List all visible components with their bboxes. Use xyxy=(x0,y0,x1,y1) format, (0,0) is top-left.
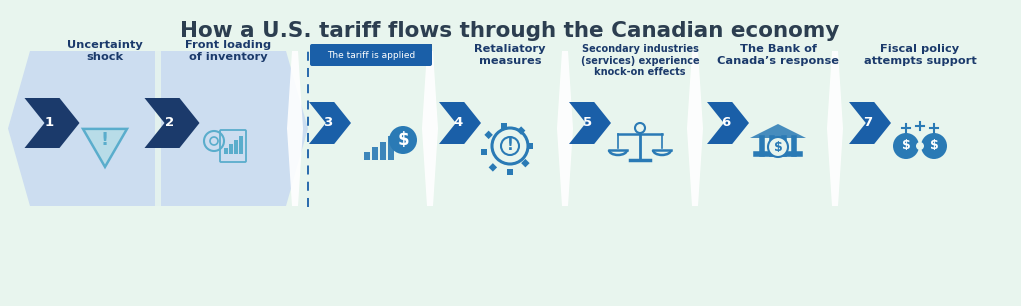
Text: Fiscal policy
attempts support: Fiscal policy attempts support xyxy=(864,44,976,65)
Bar xyxy=(224,148,228,154)
Polygon shape xyxy=(707,102,749,144)
Bar xyxy=(364,152,370,160)
Bar xyxy=(517,126,526,135)
Text: $: $ xyxy=(902,140,911,152)
Bar xyxy=(501,123,507,129)
Text: 6: 6 xyxy=(721,117,730,129)
Text: $: $ xyxy=(397,131,408,149)
Text: 4: 4 xyxy=(453,117,463,129)
Text: How a U.S. tariff flows through the Canadian economy: How a U.S. tariff flows through the Cana… xyxy=(181,21,839,41)
Polygon shape xyxy=(155,51,161,206)
Text: The tariff is applied: The tariff is applied xyxy=(327,50,416,59)
Text: The Bank of
Canada’s response: The Bank of Canada’s response xyxy=(717,44,839,65)
FancyBboxPatch shape xyxy=(310,44,432,66)
Polygon shape xyxy=(145,98,199,148)
Text: Prices rise and
demand drops: Prices rise and demand drops xyxy=(337,44,433,65)
Polygon shape xyxy=(8,51,308,206)
Bar xyxy=(507,169,513,175)
Bar xyxy=(239,136,243,154)
Polygon shape xyxy=(25,98,80,148)
Polygon shape xyxy=(569,102,611,144)
Text: Retaliatory
measures: Retaliatory measures xyxy=(474,44,546,65)
Polygon shape xyxy=(827,51,843,206)
Bar xyxy=(234,140,238,154)
Text: !: ! xyxy=(506,139,514,154)
Circle shape xyxy=(921,133,947,159)
Text: Uncertainty
shock: Uncertainty shock xyxy=(67,40,143,62)
Bar xyxy=(481,149,487,155)
Bar xyxy=(380,142,386,160)
Text: 3: 3 xyxy=(324,117,333,129)
Polygon shape xyxy=(849,102,891,144)
Circle shape xyxy=(893,133,919,159)
Polygon shape xyxy=(687,51,703,206)
Bar xyxy=(484,131,493,139)
Circle shape xyxy=(389,126,417,154)
Text: !: ! xyxy=(101,131,109,149)
Polygon shape xyxy=(439,102,481,144)
Bar xyxy=(527,143,533,149)
Bar xyxy=(388,136,394,160)
Bar xyxy=(489,163,497,172)
Text: 2: 2 xyxy=(164,117,174,129)
Text: 5: 5 xyxy=(583,117,592,129)
Text: $: $ xyxy=(774,140,782,154)
Circle shape xyxy=(916,142,924,150)
Bar xyxy=(229,144,233,154)
Circle shape xyxy=(768,137,788,157)
Polygon shape xyxy=(422,51,438,206)
Text: Front loading
of inventory: Front loading of inventory xyxy=(185,40,271,62)
Polygon shape xyxy=(309,102,351,144)
Polygon shape xyxy=(287,51,303,206)
Polygon shape xyxy=(557,51,573,206)
Text: 7: 7 xyxy=(864,117,873,129)
Text: $: $ xyxy=(930,140,938,152)
Polygon shape xyxy=(750,124,806,138)
Text: Secondary industries
(services) experience
knock-on effects: Secondary industries (services) experien… xyxy=(581,44,699,77)
Bar xyxy=(521,159,530,167)
Bar xyxy=(372,147,378,160)
Text: 1: 1 xyxy=(45,117,54,129)
Polygon shape xyxy=(83,129,127,167)
